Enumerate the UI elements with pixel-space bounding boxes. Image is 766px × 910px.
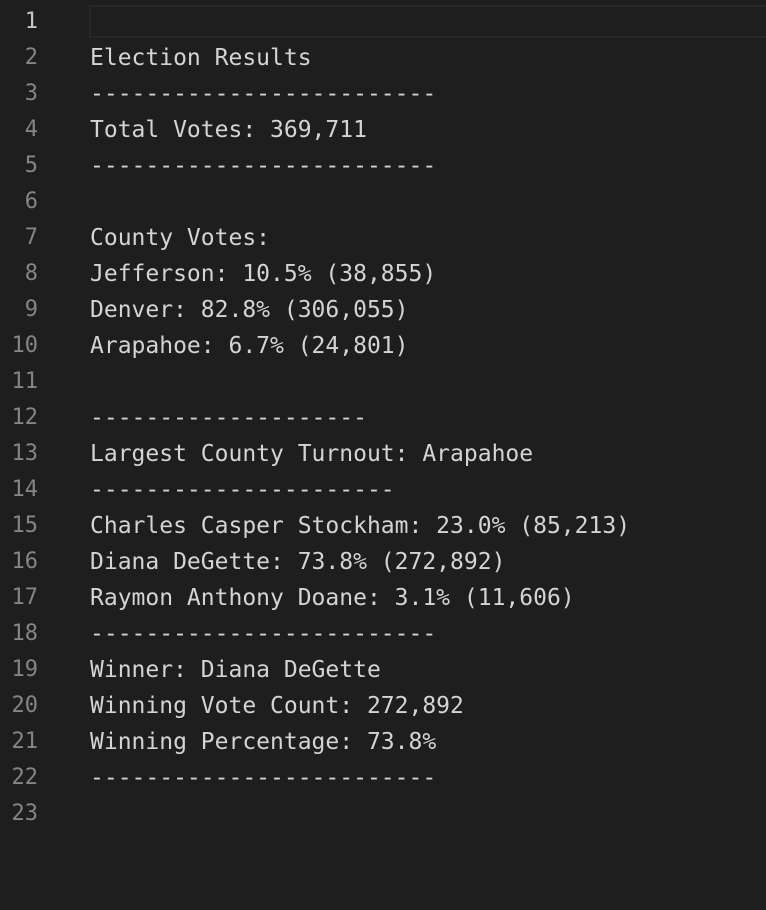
- line-number: 16: [11, 549, 39, 574]
- line-number: 23: [11, 801, 39, 826]
- code-line[interactable]: [90, 364, 766, 400]
- code-line[interactable]: [90, 184, 766, 220]
- code-line[interactable]: Jefferson: 10.5% (38,855): [90, 261, 437, 287]
- code-line[interactable]: -------------------------: [90, 81, 437, 107]
- line-number: 3: [24, 81, 38, 106]
- code-line[interactable]: Total Votes: 369,711: [90, 117, 367, 143]
- line-number: 13: [11, 441, 39, 466]
- code-line[interactable]: Winner: Diana DeGette: [90, 657, 381, 683]
- line-number-gutter: 1 2 3 4 5 6 7 8 9 10 11 12 13 14 15 16 1…: [0, 4, 60, 832]
- line-number: 9: [24, 297, 38, 322]
- code-line[interactable]: Winning Percentage: 73.8%: [90, 729, 437, 755]
- code-line[interactable]: [90, 4, 766, 40]
- line-number: 18: [11, 621, 39, 646]
- code-line[interactable]: Arapahoe: 6.7% (24,801): [90, 333, 409, 359]
- code-line[interactable]: Raymon Anthony Doane: 3.1% (11,606): [90, 585, 575, 611]
- line-number: 7: [24, 225, 38, 250]
- line-number: 20: [11, 693, 39, 718]
- line-number: 6: [24, 189, 38, 214]
- code-line[interactable]: --------------------: [90, 405, 367, 431]
- line-number: 14: [11, 477, 39, 502]
- line-number: 10: [11, 333, 39, 358]
- code-line[interactable]: -------------------------: [90, 765, 437, 791]
- line-number: 19: [11, 657, 39, 682]
- line-number: 15: [11, 513, 39, 538]
- line-number: 8: [24, 261, 38, 286]
- line-number: 2: [24, 45, 38, 70]
- line-number: 4: [24, 117, 38, 142]
- code-line[interactable]: Denver: 82.8% (306,055): [90, 297, 409, 323]
- line-number: 1: [24, 9, 38, 34]
- code-line[interactable]: -------------------------: [90, 621, 437, 647]
- code-line[interactable]: [90, 796, 766, 832]
- code-line[interactable]: Winning Vote Count: 272,892: [90, 693, 464, 719]
- code-line[interactable]: ----------------------: [90, 477, 395, 503]
- code-line[interactable]: Diana DeGette: 73.8% (272,892): [90, 549, 506, 575]
- line-number: 21: [11, 729, 39, 754]
- code-line[interactable]: Charles Casper Stockham: 23.0% (85,213): [90, 513, 631, 539]
- line-number: 17: [11, 585, 39, 610]
- current-line-highlight: [89, 5, 766, 38]
- line-number: 11: [11, 369, 39, 394]
- code-line[interactable]: Largest County Turnout: Arapahoe: [90, 441, 534, 467]
- line-number: 12: [11, 405, 39, 430]
- code-line[interactable]: Election Results: [90, 45, 312, 71]
- code-line[interactable]: -------------------------: [90, 153, 437, 179]
- code-line[interactable]: County Votes:: [90, 225, 271, 251]
- line-number: 5: [24, 153, 38, 178]
- line-number: 22: [11, 765, 39, 790]
- editor-text-area[interactable]: Election Results -----------------------…: [90, 4, 766, 832]
